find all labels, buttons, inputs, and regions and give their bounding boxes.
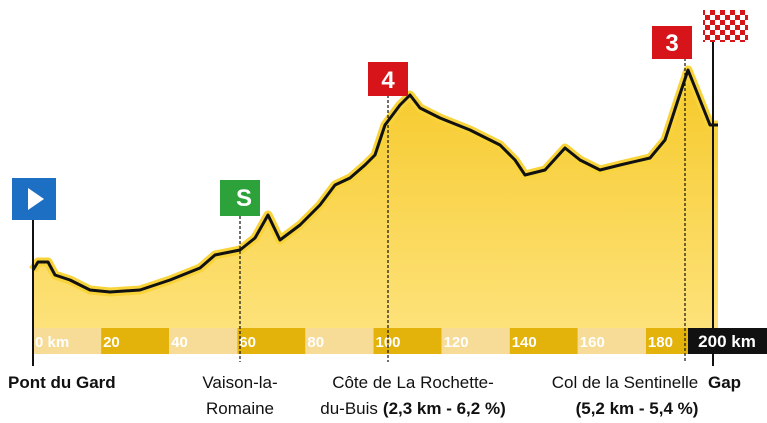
profile-line bbox=[31, 68, 718, 294]
km-strip: 0 km 20 40 60 80 100 120 140 160 180 bbox=[33, 328, 688, 354]
km-band bbox=[169, 328, 238, 354]
place-finish: Gap bbox=[708, 373, 741, 392]
km-band bbox=[237, 328, 306, 354]
km-label: 160 bbox=[580, 334, 605, 351]
km-label: 140 bbox=[512, 334, 537, 351]
climb-1-flag bbox=[368, 62, 408, 96]
climb-2-flag bbox=[652, 26, 692, 59]
sprint-label: S bbox=[236, 185, 252, 212]
km-label: 180 bbox=[648, 334, 673, 351]
profile-area bbox=[33, 70, 718, 328]
place-climb-1-name: du-Buis bbox=[320, 399, 378, 418]
climb-2-label: 3 bbox=[665, 30, 678, 57]
km-band bbox=[509, 328, 578, 354]
finish-flag bbox=[703, 10, 748, 42]
place-climb-2: Col de la Sentinelle bbox=[552, 373, 698, 392]
km-label: 0 km bbox=[35, 334, 69, 351]
finish-km: 200 km bbox=[698, 332, 756, 351]
place-sprint: Romaine bbox=[206, 399, 274, 418]
place-climb-1: du-Buis (2,3 km - 6,2 %) bbox=[320, 399, 505, 418]
km-band bbox=[101, 328, 170, 354]
place-start: Pont du Gard bbox=[8, 373, 116, 392]
km-band bbox=[441, 328, 510, 354]
place-climb-1-detail: (2,3 km - 6,2 %) bbox=[383, 399, 506, 418]
km-band bbox=[577, 328, 646, 354]
km-band bbox=[645, 328, 688, 354]
place-sprint: Vaison-la- bbox=[202, 373, 277, 392]
km-label: 60 bbox=[239, 334, 256, 351]
km-band bbox=[33, 328, 102, 354]
km-band bbox=[305, 328, 374, 354]
km-label: 120 bbox=[444, 334, 469, 351]
place-climb-2-detail: (5,2 km - 5,4 %) bbox=[576, 399, 699, 418]
finish-box bbox=[688, 328, 767, 354]
sprint-flag bbox=[220, 180, 260, 216]
km-band bbox=[373, 328, 442, 354]
km-label: 40 bbox=[171, 334, 188, 351]
km-label: 80 bbox=[307, 334, 324, 351]
start-icon bbox=[28, 188, 44, 210]
climb-1-label: 4 bbox=[381, 67, 395, 94]
km-label: 20 bbox=[103, 334, 120, 351]
place-climb-1: Côte de La Rochette- bbox=[332, 373, 494, 392]
